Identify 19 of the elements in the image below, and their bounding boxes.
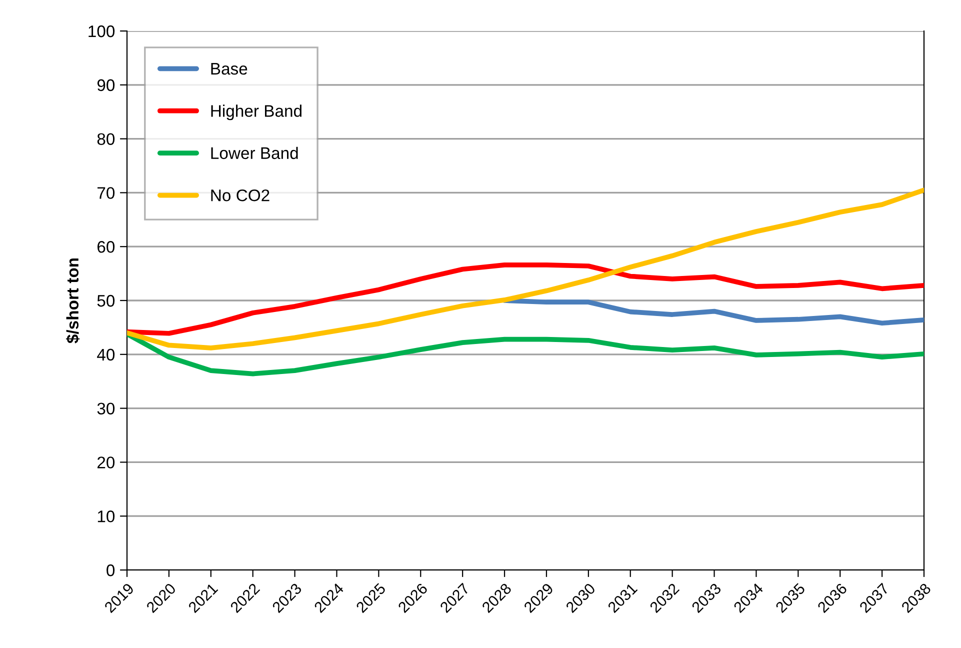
y-tick-label: 50	[97, 294, 115, 307]
y-tick-label: 90	[97, 79, 115, 92]
y-tick-label: 80	[97, 133, 115, 146]
legend-label: Higher Band	[211, 104, 302, 120]
line-series	[127, 262, 924, 336]
legend-label: No CO2	[211, 189, 270, 202]
y-axis-title: $/short ton	[66, 258, 80, 344]
y-tick-label: 60	[98, 241, 115, 253]
y-tick-label: 10	[98, 510, 115, 522]
legend-label: Base	[211, 63, 248, 75]
y-tick-label: 70	[98, 187, 115, 199]
y-tick-label: 100	[88, 25, 115, 38]
y-tick-label: 40	[97, 348, 115, 361]
y-tick-label: 30	[97, 402, 115, 415]
line-series	[502, 298, 924, 326]
y-tick-label: 20	[97, 456, 115, 468]
line-series	[127, 188, 924, 350]
y-tick-label: 0	[106, 564, 115, 576]
legend-label: Lower Band	[211, 146, 298, 160]
